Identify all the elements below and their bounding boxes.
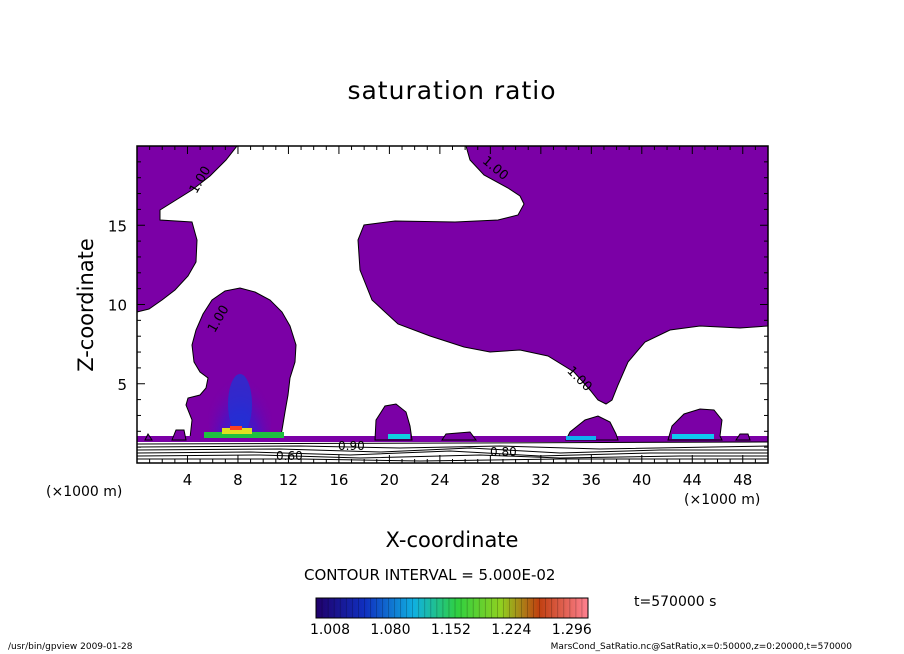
tick-label: 28 [481, 471, 500, 489]
region-top-left [137, 146, 238, 313]
tick-label: 4 [183, 471, 193, 489]
colorbar-tick-label: 1.152 [430, 622, 471, 638]
contour-interval-label: CONTOUR INTERVAL = 5.000E-02 [304, 566, 556, 584]
colorbar-labels: 1.008 1.080 1.152 1.224 1.296 [300, 622, 592, 640]
tick-label: 48 [733, 471, 752, 489]
tick-label: 36 [582, 471, 601, 489]
x-axis-label: X-coordinate [385, 528, 519, 552]
contour-label: 0.60 [276, 449, 303, 463]
footer-left: /usr/bin/gpview 2009-01-28 [8, 642, 133, 652]
colorbar-tick-label: 1.008 [309, 622, 351, 638]
tick-label: 24 [430, 471, 449, 489]
colorbar [315, 597, 589, 619]
colorbar-tick-label: 1.080 [370, 622, 411, 638]
time-label: t=570000 s [634, 594, 717, 610]
colorbar-tick-label: 1.296 [551, 622, 592, 638]
x-unit-label-right: (×1000 m) [684, 492, 761, 508]
tick-label: 44 [683, 471, 702, 489]
tick-label: 32 [531, 471, 550, 489]
footer-right: MarsCond_SatRatio.nc@SatRatio,x=0:50000,… [550, 642, 852, 652]
tick-label: 8 [233, 471, 243, 489]
x-unit-label: (×1000 m) [46, 484, 123, 500]
tick-label: 40 [632, 471, 651, 489]
tick-label: 10 [108, 297, 127, 315]
contour-label: 0.80 [490, 445, 517, 459]
region-top-right [357, 146, 768, 405]
chart-title: saturation ratio [347, 76, 557, 105]
contour-label: 0.90 [338, 439, 365, 453]
tick-label: 15 [108, 217, 127, 235]
axis-ticks [136, 145, 769, 464]
tick-label: 12 [279, 471, 298, 489]
colorbar-stripes [321, 598, 583, 618]
tick-label: 20 [380, 471, 399, 489]
tick-label: 5 [117, 376, 127, 394]
tick-label: 16 [329, 471, 348, 489]
y-axis-label: Z-coordinate [74, 238, 98, 372]
colorbar-tick-label: 1.224 [491, 622, 532, 638]
